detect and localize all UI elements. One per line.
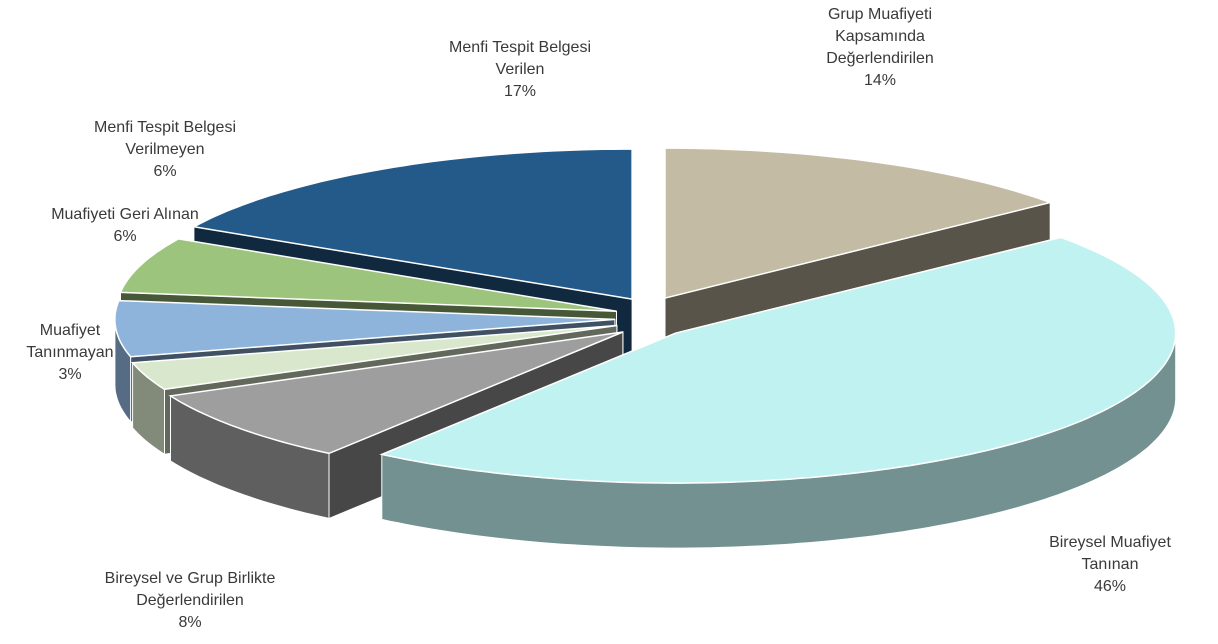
slice-label: Muafiyeti Geri Alınan 6% [20,204,230,248]
slice-label: Menfi Tespit Belgesi Verilen 17% [425,37,615,103]
slice-name: Menfi Tespit Belgesi Verilmeyen [94,119,236,158]
slice [191,148,633,300]
slice-value: 6% [113,228,137,245]
slice-name: Muafiyeti Geri Alınan [51,206,199,223]
slice [131,324,618,391]
slice-name: Muafiyet Tanınmayan [26,322,114,361]
slice [114,299,615,358]
slice-value: 46% [1093,578,1127,595]
slice-name: Grup Muafiyeti Kapsamında Değerlendirile… [826,6,934,67]
slice-value: 3% [58,366,82,383]
slice-label: Muafiyet Tanınmayan 3% [15,320,125,386]
slice [379,236,1177,484]
slice-label: Bireysel Muafiyet Tanınan 46% [1035,532,1185,598]
slice-value: 14% [863,72,897,89]
slice [119,238,617,312]
slice-label: Bireysel ve Grup Birlikte Değerlendirile… [65,568,315,634]
slice-value: 17% [503,83,537,100]
slice-label: Grup Muafiyeti Kapsamında Değerlendirile… [795,4,965,92]
slice-value: 6% [153,163,177,180]
slice-label: Menfi Tespit Belgesi Verilmeyen 6% [65,117,265,183]
slice-name: Bireysel Muafiyet Tanınan [1049,534,1171,573]
slice [168,331,624,455]
slice-name: Bireysel ve Grup Birlikte Değerlendirile… [104,570,276,609]
slice-value: 8% [178,614,202,631]
slice-name: Menfi Tespit Belgesi Verilen [449,39,591,78]
slice [664,147,1053,300]
